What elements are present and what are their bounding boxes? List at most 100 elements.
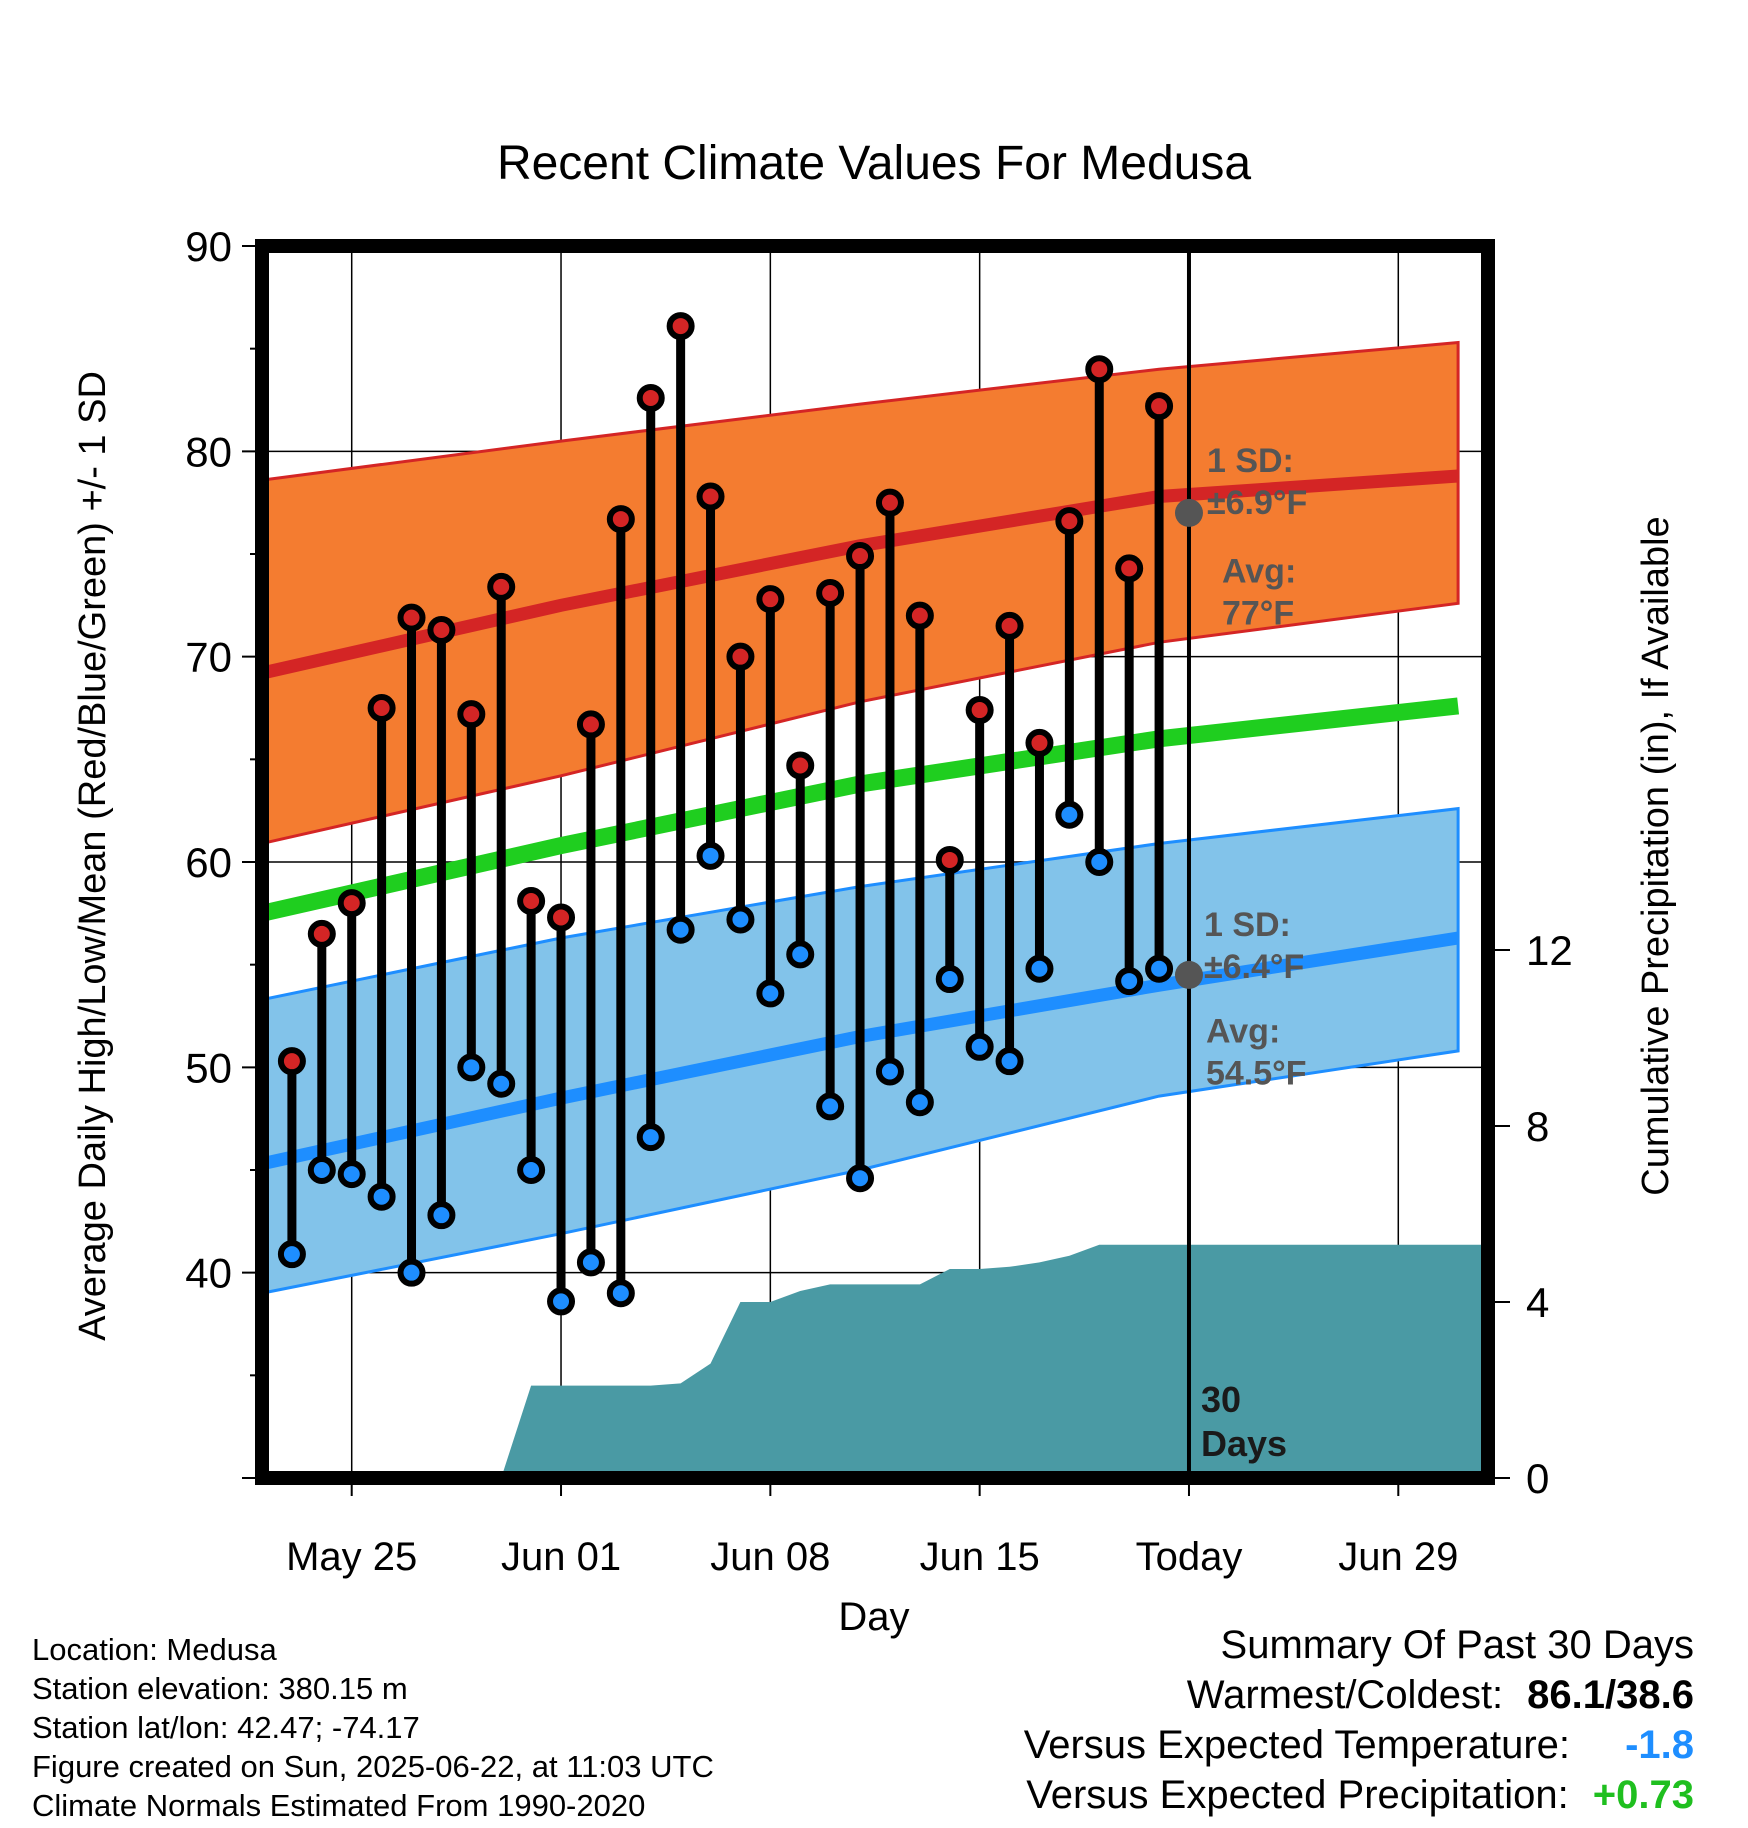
daily-low-point [995, 1047, 1024, 1076]
y-tick-label: 70 [185, 634, 232, 681]
y-tick-label: 40 [185, 1250, 232, 1297]
elevation-text: Station elevation: 380.15 m [32, 1671, 408, 1706]
daily-low-point [307, 1156, 336, 1184]
precip-area [501, 1244, 1488, 1478]
daily-low-point [1055, 800, 1084, 829]
daily-high-point [756, 585, 785, 614]
daily-high-point [846, 542, 875, 571]
summary-warmest-row: Warmest/Coldest: 86.1/38.6 [1024, 1670, 1694, 1720]
daily-high-point [666, 312, 695, 341]
daily-high-point [606, 505, 635, 534]
warmest-label: Warmest/Coldest: [1186, 1673, 1504, 1717]
y2-tick-label: 8 [1526, 1103, 1549, 1150]
y-tick-label: 90 [185, 223, 232, 270]
location-text: Location: Medusa [32, 1632, 277, 1667]
daily-high-point [397, 603, 426, 632]
daily-high-point [277, 1047, 306, 1076]
station-info: Location: Medusa Station elevation: 380.… [32, 1630, 714, 1825]
precip-label: Versus Expected Precipitation: [1026, 1773, 1569, 1817]
thirty-days-label: Days [1201, 1423, 1287, 1464]
daily-high-point [1145, 392, 1174, 421]
summary-panel: Summary Of Past 30 Days Warmest/Coldest:… [1024, 1620, 1694, 1820]
y2-tick-label: 0 [1526, 1455, 1549, 1502]
x-tick-label: Jun 08 [710, 1535, 830, 1579]
daily-low-point [816, 1092, 845, 1121]
daily-high-point [726, 642, 755, 671]
daily-high-point [995, 611, 1024, 640]
daily-low-point [457, 1053, 486, 1082]
axes: 40 50 60 70 80 90 0 4 8 12 May 25 Jun 01 Jun 08 Jun 1… [185, 223, 1572, 1579]
x-tick-label: Jun 29 [1338, 1535, 1458, 1579]
daily-low-point [875, 1057, 904, 1086]
daily-low-point [935, 965, 964, 994]
daily-high-point [1085, 355, 1114, 384]
y2-tick-label: 4 [1526, 1279, 1549, 1326]
x-tick-label: Today [1136, 1535, 1243, 1579]
temp-label: Versus Expected Temperature: [1023, 1723, 1570, 1767]
low-avg-label-line: Avg: [1206, 1013, 1280, 1051]
low-avg-label-line: 54.5°F [1206, 1055, 1307, 1093]
daily-high-point [636, 383, 665, 412]
daily-high-point [1115, 554, 1144, 583]
daily-high-point [576, 710, 605, 739]
daily-low-point [1115, 967, 1144, 996]
y-tick-label: 80 [185, 428, 232, 475]
daily-low-point [1145, 954, 1174, 983]
warmest-value: 86.1/38.6 [1527, 1673, 1694, 1717]
low-avg-marker [1174, 960, 1203, 989]
daily-high-point [696, 482, 725, 511]
daily-high-point [547, 903, 576, 932]
x-tick-label: May 25 [286, 1535, 417, 1579]
daily-low-point [965, 1032, 994, 1061]
daily-low-point [397, 1258, 426, 1287]
daily-high-point [1025, 728, 1054, 757]
daily-high-point [427, 615, 456, 644]
daily-low-point [786, 940, 815, 969]
daily-low-point [1085, 848, 1114, 876]
daily-high-point [786, 751, 815, 780]
high-avg-label-line: Avg: [1222, 553, 1296, 591]
daily-low-point [576, 1248, 605, 1277]
x-tick-label: Jun 01 [501, 1535, 621, 1579]
daily-low-point [846, 1164, 875, 1193]
high-avg-label-line: 77°F [1222, 595, 1294, 633]
daily-high-point [487, 572, 516, 601]
daily-low-point [1025, 954, 1054, 983]
y2-tick-label: 12 [1526, 927, 1573, 974]
summary-temp-row: Versus Expected Temperature: -1.8 [1024, 1720, 1694, 1770]
daily-low-point [337, 1160, 366, 1189]
y-tick-label: 60 [185, 839, 232, 886]
daily-low-point [666, 915, 695, 944]
daily-high-point [367, 694, 396, 722]
summary-title: Summary Of Past 30 Days [1220, 1623, 1694, 1667]
daily-low-point [726, 905, 755, 934]
daily-low-point [367, 1182, 396, 1211]
daily-high-point [965, 696, 994, 725]
thirty-days-label: 30 [1201, 1379, 1241, 1420]
y-axis-label: Average Daily High/Low/Mean (Red/Blue/Gr… [72, 371, 114, 1341]
daily-low-point [756, 979, 785, 1008]
daily-high-point [816, 579, 845, 608]
plot-area: 1 SD: ±6.9°F Avg: 77°F 1 SD: ±6.4°F Avg: 54.5°F… [262, 246, 1488, 1478]
low-sd-label-line: 1 SD: [1204, 906, 1291, 944]
daily-low-point [905, 1088, 934, 1117]
daily-low-point [547, 1287, 576, 1316]
high-sd-label-line: 1 SD: [1207, 442, 1294, 480]
daily-low-point [696, 841, 725, 870]
y-tick-label: 50 [185, 1044, 232, 1091]
low-sd-label-line: ±6.4°F [1204, 948, 1304, 986]
daily-low-point [636, 1123, 665, 1152]
high-sd-label-line: ±6.9°F [1207, 484, 1307, 522]
daily-high-point [875, 488, 904, 517]
summary-precip-row: Versus Expected Precipitation: +0.73 [1024, 1770, 1694, 1820]
x-tick-label: Jun 15 [920, 1535, 1040, 1579]
created-text: Figure created on Sun, 2025-06-22, at 11… [32, 1749, 714, 1784]
x-axis-label: Day [838, 1595, 909, 1639]
daily-high-point [517, 887, 546, 916]
daily-high-point [935, 845, 964, 874]
precip-value: +0.73 [1592, 1773, 1694, 1817]
normals-text: Climate Normals Estimated From 1990-2020 [32, 1788, 646, 1823]
latlon-text: Station lat/lon: 42.47; -74.17 [32, 1710, 420, 1745]
daily-high-point [905, 601, 934, 630]
